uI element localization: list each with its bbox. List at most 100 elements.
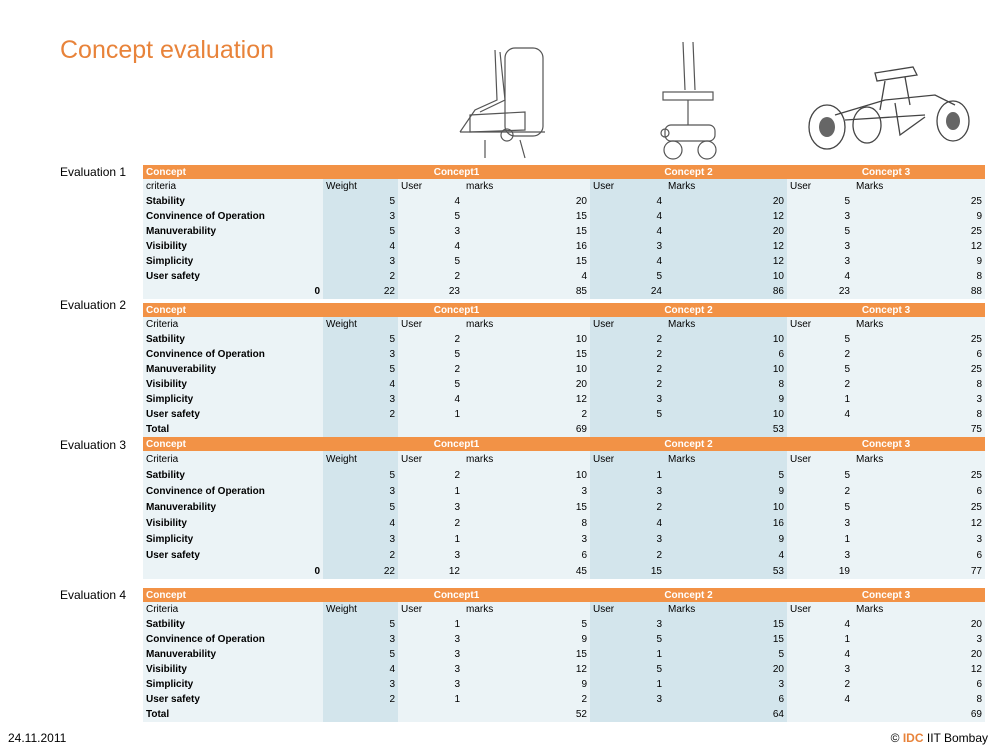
table-total-row: Total 69 53 75: [143, 422, 985, 437]
table-cell: 6: [463, 547, 590, 563]
header-concept1: Concept1: [323, 165, 590, 179]
table-cell: 3: [398, 224, 463, 239]
table-cell: Marks: [853, 451, 985, 467]
table-cell: 25: [853, 362, 985, 377]
header-concept3: Concept 3: [787, 437, 985, 451]
table-cell: 5: [787, 224, 853, 239]
table-cell: 15: [463, 209, 590, 224]
evaluation-3-table: Concept Concept1 Concept 2 Concept 3 Cri…: [143, 437, 985, 579]
table-cell: 6: [665, 692, 787, 707]
table-cell: 86: [665, 284, 787, 299]
table-cell: Criteria: [143, 602, 323, 617]
table-cell: 3: [323, 677, 398, 692]
table-cell: 4: [590, 254, 665, 269]
table-cell: 1: [787, 632, 853, 647]
table-cell: User: [787, 602, 853, 617]
table-cell: Manuverability: [143, 362, 323, 377]
header-concept3: Concept 3: [787, 165, 985, 179]
table-cell: marks: [463, 451, 590, 467]
table-cell: 10: [665, 332, 787, 347]
table-cell: 2: [787, 377, 853, 392]
table-cell: 15: [463, 224, 590, 239]
page-title: Concept evaluation: [60, 36, 275, 64]
table-cell: 2: [590, 347, 665, 362]
table-row: User safety 2 2 4 5 10 4 8: [143, 269, 985, 284]
table-cell: 5: [590, 632, 665, 647]
table-cell: [787, 707, 853, 722]
table-cell: 3: [398, 632, 463, 647]
table-cell: 12: [665, 239, 787, 254]
table-cell: 0: [143, 563, 323, 579]
table-total-row: Total 52 64 69: [143, 707, 985, 722]
table-cell: User: [398, 451, 463, 467]
evaluation-4-table: Concept Concept1 Concept 2 Concept 3 Cri…: [143, 588, 985, 722]
table-cell: 5: [323, 499, 398, 515]
table-cell: Satbility: [143, 617, 323, 632]
table-cell: 25: [853, 332, 985, 347]
table-cell: Convinence of Operation: [143, 209, 323, 224]
table-cell: 5: [787, 332, 853, 347]
table-cell: 4: [787, 692, 853, 707]
table-header-row: Concept Concept1 Concept 2 Concept 3: [143, 588, 985, 602]
table-cell: Convinence of Operation: [143, 347, 323, 362]
table-cell: 5: [398, 209, 463, 224]
table-cell: User: [398, 179, 463, 194]
table-cell: Convinence of Operation: [143, 483, 323, 499]
table-row: User safety 2 3 6 2 4 3 6: [143, 547, 985, 563]
table-cell: User safety: [143, 547, 323, 563]
table-cell: 10: [665, 407, 787, 422]
evaluation-1-label: Evaluation 1: [60, 165, 127, 179]
table-cell: 6: [853, 483, 985, 499]
header-concept1: Concept1: [323, 303, 590, 317]
table-cell: 3: [787, 662, 853, 677]
table-cell: 3: [787, 254, 853, 269]
table-cell: 15: [463, 254, 590, 269]
table-cell: 3: [590, 692, 665, 707]
table-cell: [787, 422, 853, 437]
table-cell: Satbility: [143, 467, 323, 483]
table-cell: 3: [323, 531, 398, 547]
table-cell: 9: [853, 209, 985, 224]
table-cell: 1: [398, 617, 463, 632]
table-cell: 20: [665, 662, 787, 677]
table-cell: 8: [853, 407, 985, 422]
table-cell: Criteria: [143, 451, 323, 467]
table-cell: 15: [463, 647, 590, 662]
table-cell: 53: [665, 563, 787, 579]
table-cell: 8: [853, 377, 985, 392]
table-cell: 5: [590, 662, 665, 677]
table-cell: 12: [665, 254, 787, 269]
table-cell: 8: [853, 692, 985, 707]
table-cell: 2: [590, 547, 665, 563]
table-cell: 4: [590, 209, 665, 224]
table-row: Visibility 4 3 12 5 20 3 12: [143, 662, 985, 677]
table-cell: 2: [463, 692, 590, 707]
table-row: Simplicity 3 1 3 3 9 1 3: [143, 531, 985, 547]
table-cell: Marks: [665, 451, 787, 467]
table-cell: 9: [665, 392, 787, 407]
table-cell: 12: [463, 662, 590, 677]
table-subheader-row: Criteria Weight User marks User Marks User Mark…: [143, 602, 985, 617]
header-concept1: Concept1: [323, 588, 590, 602]
table-cell: 3: [398, 499, 463, 515]
table-cell: [323, 707, 398, 722]
table-cell: 4: [665, 547, 787, 563]
table-row: Convinence of Operation 3 5 15 4 12 3 9: [143, 209, 985, 224]
table-cell: 2: [398, 467, 463, 483]
table-cell: 8: [463, 515, 590, 531]
header-concept1: Concept1: [323, 437, 590, 451]
evaluation-2-table: Concept Concept1 Concept 2 Concept 3 Cri…: [143, 303, 985, 437]
footer-brand: © IDC IIT Bombay: [891, 731, 988, 745]
table-cell: 3: [665, 677, 787, 692]
table-cell: 3: [590, 239, 665, 254]
table-cell: 19: [787, 563, 853, 579]
evaluation-1-table: Concept Concept1 Concept 2 Concept 3 cri…: [143, 165, 985, 299]
table-cell: 9: [463, 632, 590, 647]
table-cell: 1: [398, 692, 463, 707]
table-cell: 3: [463, 531, 590, 547]
table-cell: 5: [398, 377, 463, 392]
table-cell: 2: [787, 483, 853, 499]
table-cell: 4: [590, 224, 665, 239]
table-row: Manuverability 5 2 10 2 10 5 25: [143, 362, 985, 377]
table-cell: 24: [590, 284, 665, 299]
